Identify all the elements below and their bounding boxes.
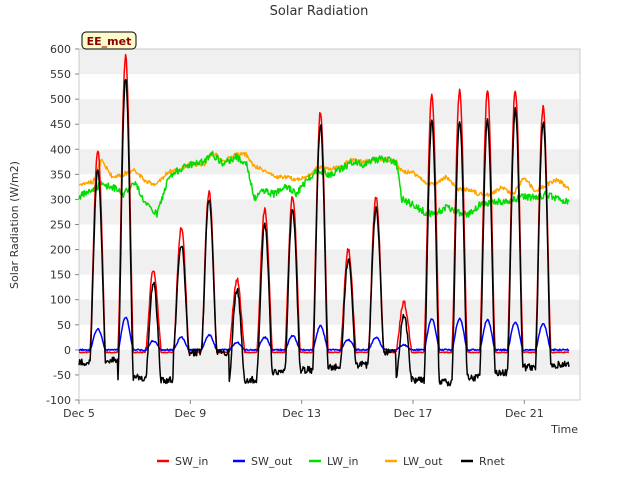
x-tick-label: Dec 17 [394, 407, 433, 420]
y-axis-title: Solar Radiation (W/m2) [8, 161, 21, 289]
y-tick-label: 600 [50, 43, 71, 56]
site-badge-label: EE_met [87, 35, 132, 48]
x-tick-label: Dec 13 [282, 407, 321, 420]
x-axis: Dec 5 Dec 9 Dec 13 Dec 17 Dec 21 [63, 400, 544, 420]
y-tick-label: 300 [50, 193, 71, 206]
y-tick-label: -100 [46, 394, 71, 407]
site-badge: EE_met [81, 31, 137, 50]
grid-band [79, 149, 580, 175]
grid-bands [79, 49, 580, 375]
y-tick-label: -50 [53, 369, 71, 382]
y-tick-label: 0 [64, 344, 71, 357]
x-tick-label: Dec 9 [174, 407, 206, 420]
y-tick-label: 500 [50, 93, 71, 106]
y-tick-label: 400 [50, 143, 71, 156]
y-tick-label: 550 [50, 68, 71, 81]
site-badge-box [81, 31, 137, 50]
x-axis-title: Time [550, 423, 578, 436]
legend-label: Rnet [479, 455, 505, 468]
y-tick-label: 200 [50, 244, 71, 257]
y-tick-label: 50 [57, 319, 71, 332]
x-tick-label: Dec 21 [505, 407, 544, 420]
x-tick-label: Dec 5 [63, 407, 95, 420]
series-line-rnet [78, 78, 570, 387]
y-tick-label: 250 [50, 219, 71, 232]
legend-label: SW_out [251, 455, 293, 468]
legend-label: LW_out [403, 455, 443, 468]
grid-band [79, 299, 580, 325]
y-tick-label: 150 [50, 269, 71, 282]
y-tick-label: 350 [50, 168, 71, 181]
y-tick-label: 100 [50, 294, 71, 307]
grid-band [79, 99, 580, 125]
legend-label: SW_in [175, 455, 208, 468]
series-line-sw-out [78, 316, 570, 352]
y-tick-label: 450 [50, 118, 71, 131]
grid-band [79, 249, 580, 275]
grid-band [79, 49, 580, 75]
chart-title: Solar Radiation [270, 4, 369, 19]
y-axis: -100 -50 0 50 100 150 200 250 300 350 400 450 500 550… [46, 43, 79, 407]
legend-label: LW_in [327, 455, 359, 468]
series-layer [78, 53, 570, 387]
legend: SW_in SW_out LW_in LW_out Rnet [157, 455, 505, 468]
